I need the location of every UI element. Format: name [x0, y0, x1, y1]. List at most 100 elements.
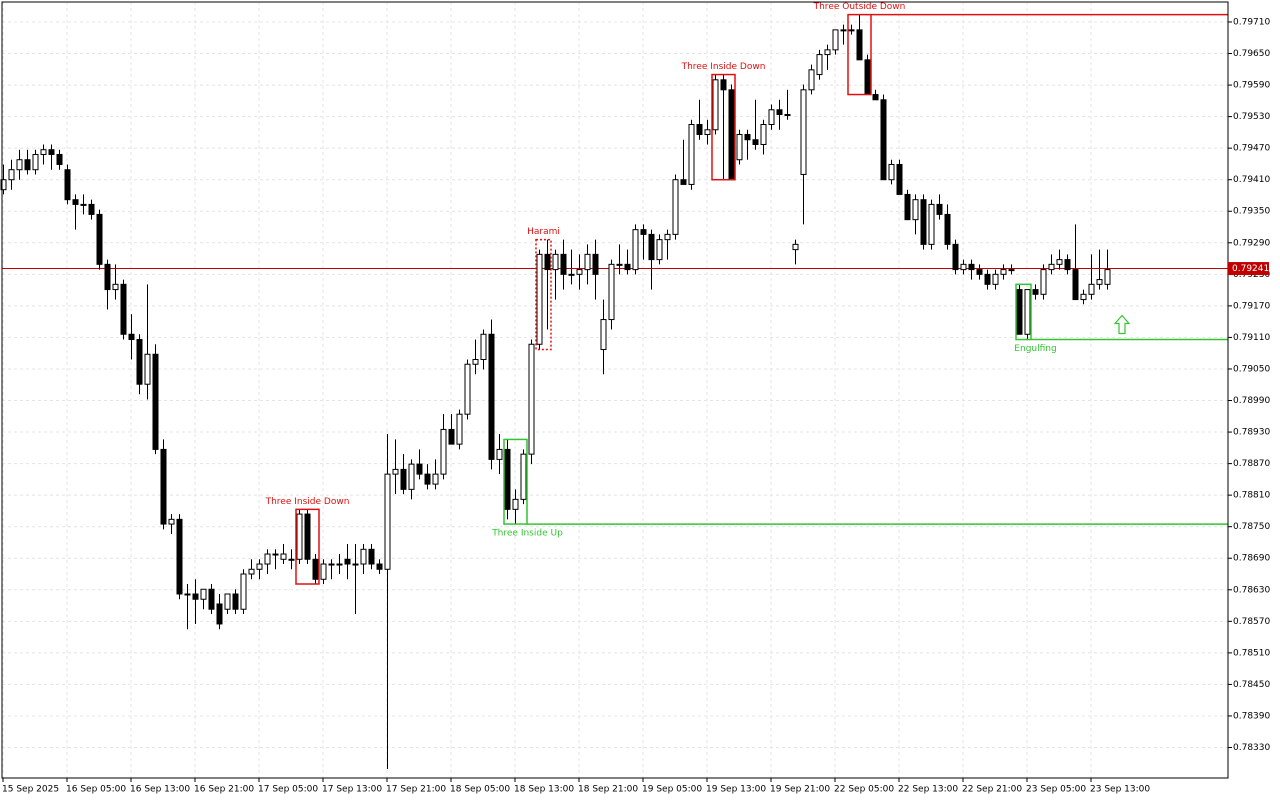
candle-body: [176, 518, 183, 595]
candle-body: [376, 563, 383, 570]
y-tick-label: 0.79470: [1233, 144, 1270, 154]
pattern-box: [1015, 283, 1032, 341]
candle-body: [816, 54, 823, 76]
candle-body: [456, 413, 463, 445]
candle-body: [368, 548, 375, 565]
candle-body: [944, 213, 951, 245]
candle-body: [840, 29, 847, 32]
candle-body: [576, 269, 583, 275]
candle-body: [648, 233, 655, 261]
candle-body: [344, 558, 351, 565]
x-tick-label: 18 Sep 13:00: [514, 785, 574, 795]
candle-body: [568, 273, 575, 276]
candle-body: [960, 263, 967, 271]
candle-body: [304, 513, 311, 560]
candle-body: [1096, 279, 1103, 285]
x-tick-label: 17 Sep 21:00: [386, 785, 446, 795]
plot-frame: [1, 1, 1229, 779]
candle-body: [896, 163, 903, 195]
candle-body: [24, 159, 31, 171]
candle-body: [560, 253, 567, 275]
candle-body: [488, 333, 495, 460]
candle-body: [136, 339, 143, 385]
candle-body: [976, 269, 983, 275]
y-tick-label: 0.78870: [1233, 459, 1270, 469]
candle-body: [1048, 263, 1055, 271]
candle-body: [64, 169, 71, 201]
candle-body: [856, 29, 863, 61]
candle-body: [1080, 293, 1087, 301]
candle-body: [432, 473, 439, 485]
candle-body: [272, 553, 279, 556]
pattern-box: [503, 438, 528, 525]
x-tick-label: 15 Sep 2025: [2, 785, 59, 795]
candle-body: [584, 253, 591, 271]
pattern-label: Harami: [527, 227, 560, 237]
candle-body: [600, 319, 607, 351]
x-tick-label: 22 Sep 05:00: [834, 785, 894, 795]
y-tick-label: 0.79410: [1233, 175, 1270, 185]
candle-body: [448, 428, 455, 445]
candle-body: [1032, 289, 1039, 295]
pattern-label: Three Outside Down: [813, 2, 906, 12]
candle-body: [696, 123, 703, 135]
candle-body: [0, 179, 7, 191]
y-tick-label: 0.78630: [1233, 585, 1270, 595]
candle-body: [96, 213, 103, 265]
candle-body: [232, 593, 239, 610]
candle-body: [672, 179, 679, 235]
pattern-box: [295, 508, 320, 585]
candle-body: [384, 473, 391, 570]
x-tick-label: 17 Sep 05:00: [258, 785, 318, 795]
candles: [0, 14, 1111, 770]
candle-body: [512, 498, 519, 510]
candle-body: [104, 263, 111, 291]
candle-body: [288, 558, 295, 561]
y-tick-label: 0.78510: [1233, 648, 1270, 658]
candle-body: [800, 89, 807, 175]
candle-body: [848, 29, 855, 32]
candle-body: [680, 179, 687, 185]
candle-body: [424, 473, 431, 485]
candle-body: [112, 283, 119, 291]
candle-body: [792, 243, 799, 251]
candle-body: [608, 263, 615, 321]
candle-body: [392, 468, 399, 475]
candle-body: [936, 203, 943, 215]
price-label: 0.79241: [1232, 264, 1269, 274]
pattern-label: Three Inside Down: [681, 62, 766, 72]
candle-body: [752, 139, 759, 145]
x-tick-label: 23 Sep 05:00: [1026, 785, 1086, 795]
candle-body: [8, 169, 15, 181]
x-tick-label: 17 Sep 13:00: [322, 785, 382, 795]
x-tick-label: 19 Sep 05:00: [642, 785, 702, 795]
y-tick-label: 0.79050: [1233, 364, 1270, 374]
candle-body: [72, 199, 79, 205]
y-tick-label: 0.78930: [1233, 428, 1270, 438]
price-label-box: [1228, 262, 1269, 276]
y-tick-label: 0.79290: [1233, 238, 1270, 248]
pattern-box: [535, 238, 552, 351]
candle-body: [824, 49, 831, 56]
candle-body: [528, 343, 535, 455]
y-tick-label: 0.78810: [1233, 491, 1270, 501]
candle-body: [880, 99, 887, 181]
candle-body: [1104, 269, 1111, 285]
candle-body: [296, 513, 303, 560]
candle-body: [472, 359, 479, 365]
y-tick-label: 0.78390: [1233, 711, 1270, 721]
candle-body: [408, 463, 415, 490]
candle-body: [224, 593, 231, 610]
candle-body: [624, 263, 631, 271]
candle-body: [200, 588, 207, 600]
y-tick-label: 0.79650: [1233, 49, 1270, 59]
candle-body: [984, 273, 991, 285]
y-tick-label: 0.79110: [1233, 333, 1270, 343]
y-tick-label: 0.78330: [1233, 743, 1270, 753]
candle-body: [416, 463, 423, 475]
pattern-box: [847, 13, 872, 96]
candle-body: [664, 233, 671, 241]
candle-body: [360, 548, 367, 565]
